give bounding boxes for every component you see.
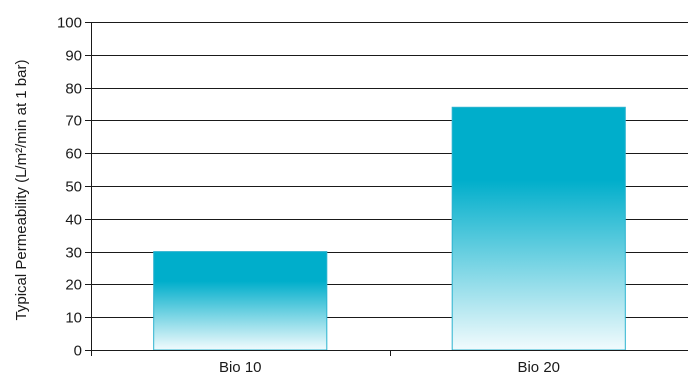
x-tick-label-bio-20: Bio 20 xyxy=(517,359,560,376)
y-axis-title: Typical Permeability (L/m²/min at 1 bar) xyxy=(13,60,30,321)
y-tick-label-80: 80 xyxy=(65,81,82,98)
y-tick-label-10: 10 xyxy=(65,310,82,327)
x-tick-label-bio-10: Bio 10 xyxy=(219,359,262,376)
y-tick-label-20: 20 xyxy=(65,277,82,294)
bar-bio-20 xyxy=(451,106,626,351)
bars xyxy=(153,106,626,351)
y-tick-label-70: 70 xyxy=(65,113,82,130)
y-tick-label-60: 60 xyxy=(65,146,82,163)
y-tick-label-0: 0 xyxy=(74,343,82,360)
axes xyxy=(85,22,688,356)
y-tick-label-100: 100 xyxy=(57,15,82,32)
y-tick-label-40: 40 xyxy=(65,212,82,229)
y-tick-label-90: 90 xyxy=(65,48,82,65)
y-tick-label-30: 30 xyxy=(65,245,82,262)
y-tick-label-50: 50 xyxy=(65,179,82,196)
tick-labels: 0 10 20 30 40 50 60 70 80 90 100 Bio 10 Bio 20 xyxy=(57,15,560,377)
bar-bio-10 xyxy=(153,251,328,351)
